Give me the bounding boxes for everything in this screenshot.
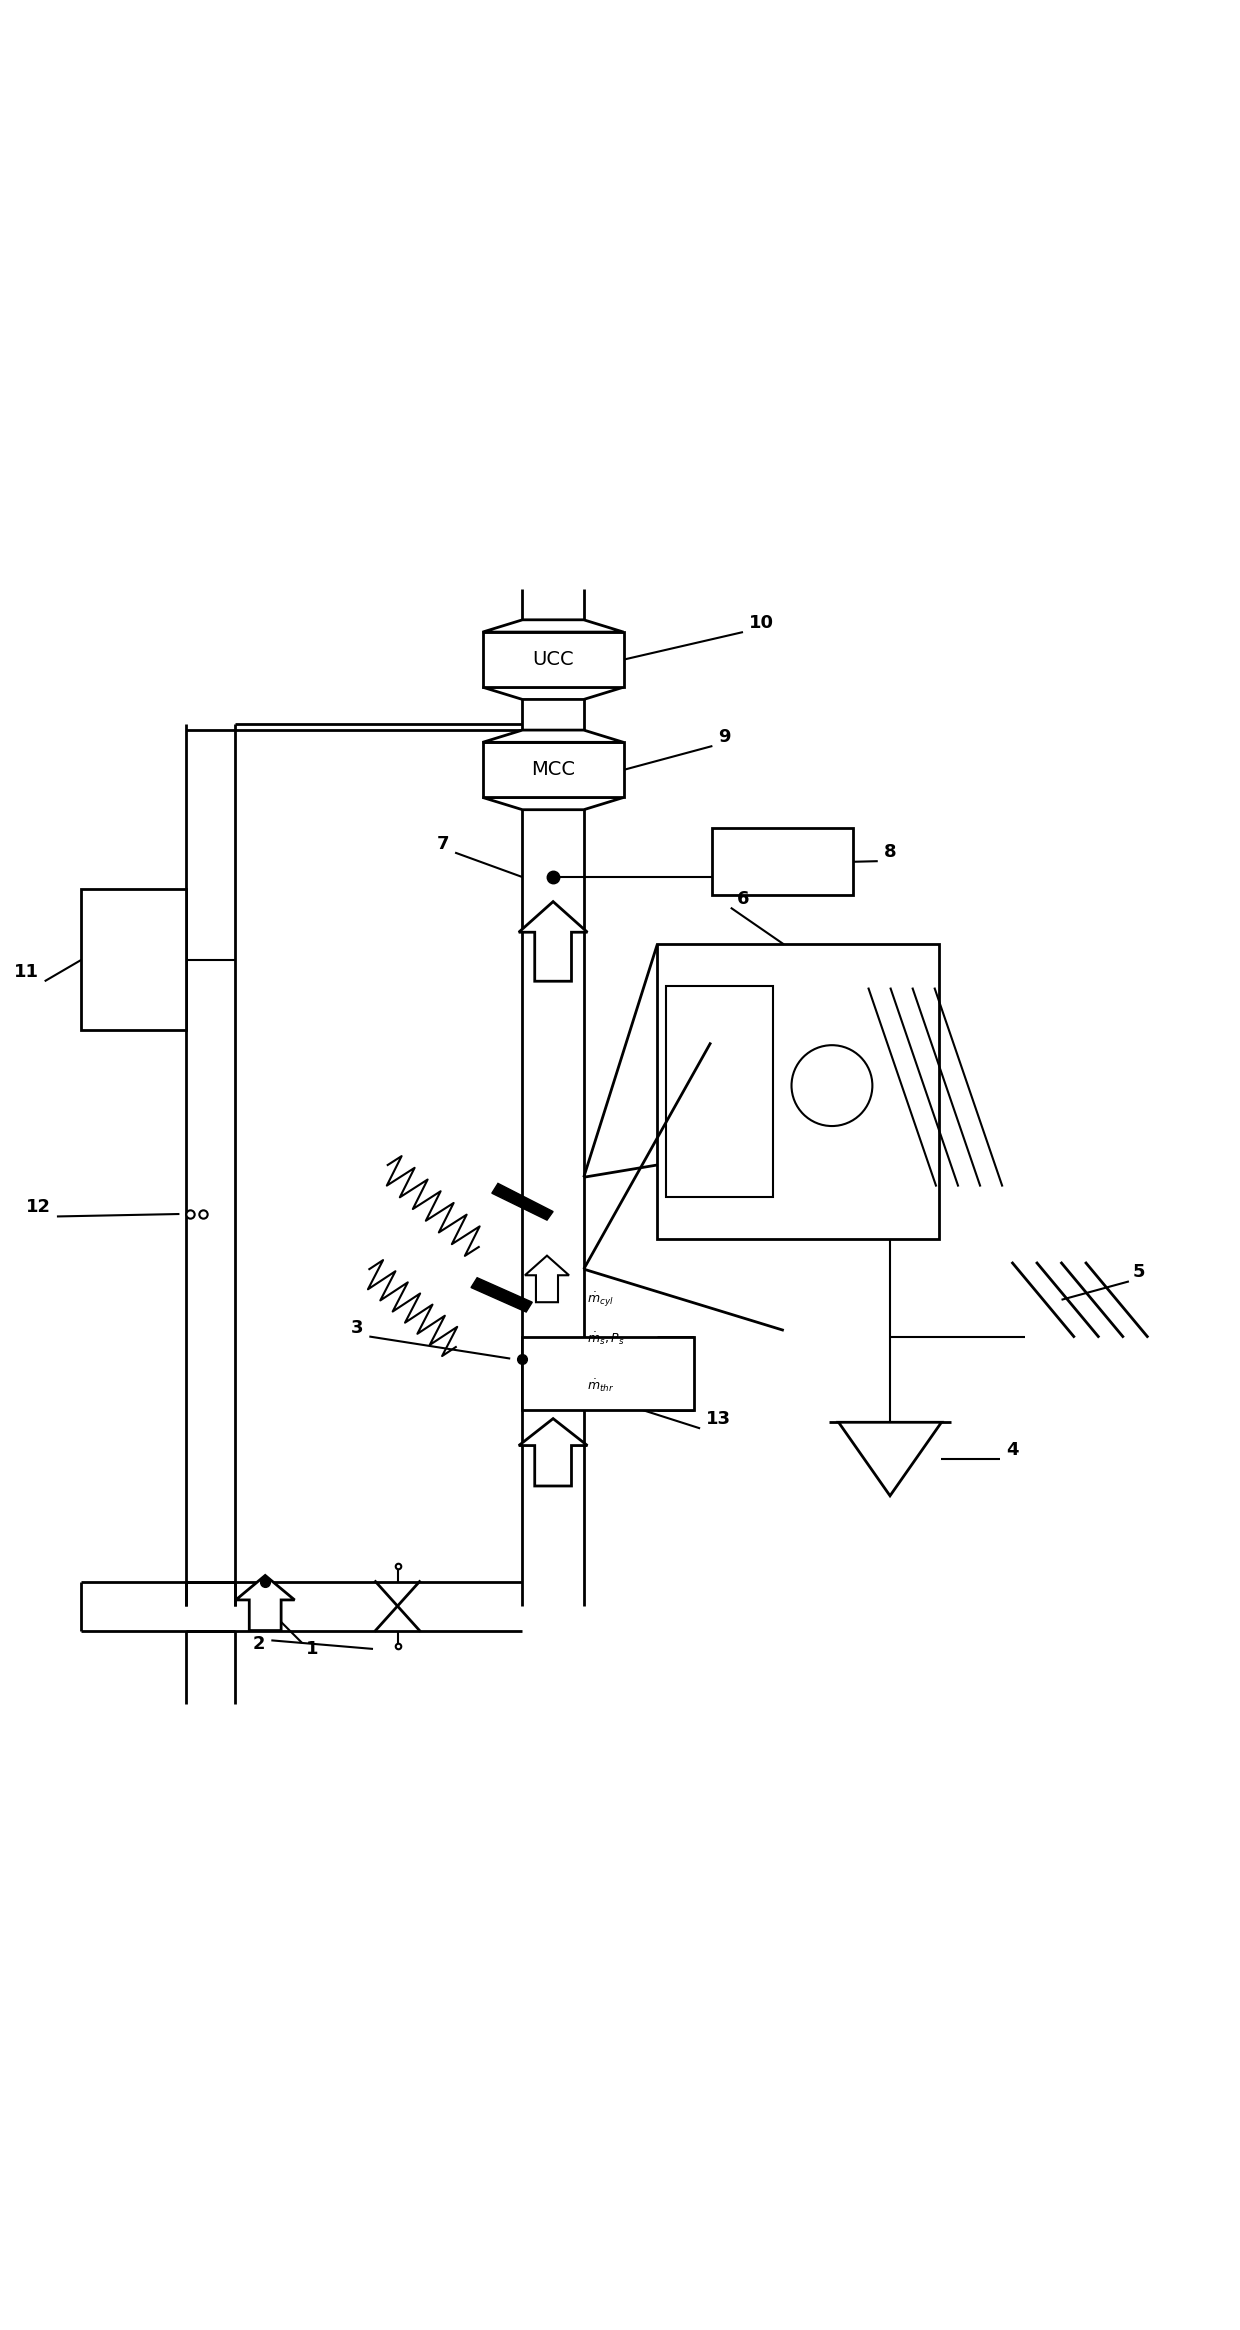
Bar xyxy=(712,827,853,895)
Text: 6: 6 xyxy=(737,890,749,909)
Text: 10: 10 xyxy=(749,615,774,631)
Bar xyxy=(522,1337,694,1410)
Text: $\dot{m}_s, P_s$: $\dot{m}_s, P_s$ xyxy=(588,1330,625,1347)
Text: $\dot{m}_{cyl}$: $\dot{m}_{cyl}$ xyxy=(588,1291,614,1309)
Polygon shape xyxy=(518,1419,588,1487)
Bar xyxy=(82,890,186,1030)
Text: $\dot{m}_{thr}$: $\dot{m}_{thr}$ xyxy=(588,1377,615,1393)
Polygon shape xyxy=(236,1575,295,1631)
Text: UCC: UCC xyxy=(532,650,574,669)
Polygon shape xyxy=(482,797,624,811)
Bar xyxy=(482,631,624,687)
Polygon shape xyxy=(471,1277,532,1312)
Bar xyxy=(666,986,773,1198)
Circle shape xyxy=(791,1046,873,1125)
Text: 8: 8 xyxy=(884,843,897,862)
Polygon shape xyxy=(482,729,624,743)
Text: 1: 1 xyxy=(305,1640,319,1657)
Bar xyxy=(482,743,624,797)
Polygon shape xyxy=(525,1256,569,1302)
Text: 2: 2 xyxy=(253,1636,265,1652)
Polygon shape xyxy=(482,687,624,699)
Text: MCC: MCC xyxy=(531,760,575,781)
Polygon shape xyxy=(838,1421,941,1496)
Polygon shape xyxy=(492,1184,553,1221)
Text: 5: 5 xyxy=(1132,1263,1145,1282)
Polygon shape xyxy=(482,620,624,631)
Text: 13: 13 xyxy=(707,1410,732,1428)
Text: 4: 4 xyxy=(1007,1440,1019,1459)
Text: 11: 11 xyxy=(14,962,38,981)
Text: 9: 9 xyxy=(718,727,732,746)
Bar xyxy=(657,944,939,1240)
Polygon shape xyxy=(518,902,588,981)
Text: 12: 12 xyxy=(26,1198,51,1216)
Text: 7: 7 xyxy=(436,834,449,853)
Text: 3: 3 xyxy=(351,1319,363,1337)
